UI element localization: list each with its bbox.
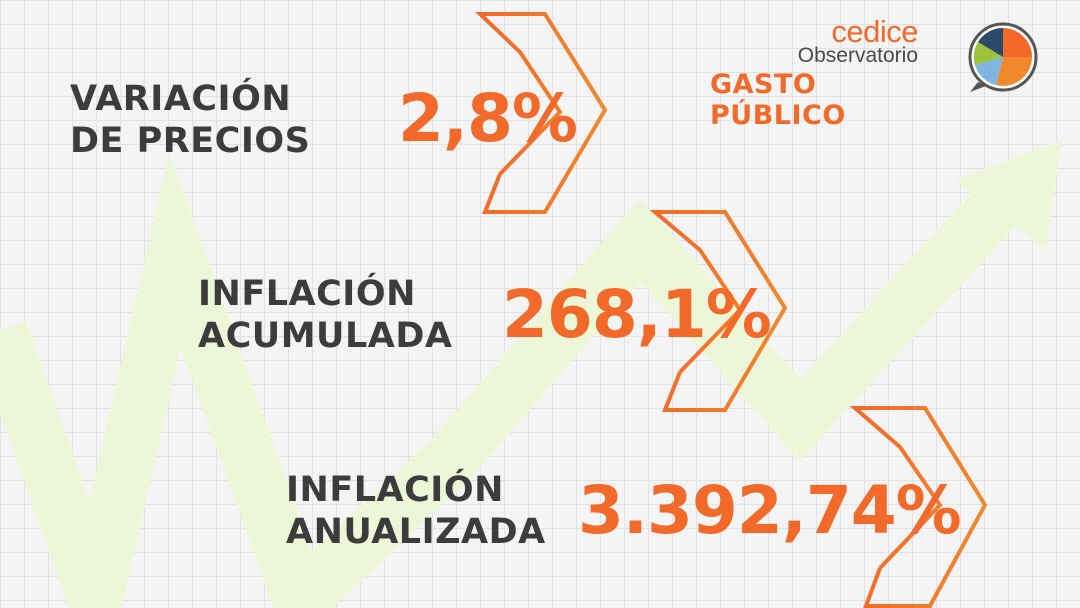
label-variacion-precios: VARIACIÓN DE PRECIOS bbox=[70, 78, 310, 162]
arrow-3 bbox=[284, 406, 988, 608]
value-inflacion-acumulada: 268,1% bbox=[502, 276, 772, 353]
label-line-1: VARIACIÓN bbox=[70, 79, 292, 119]
label-line-1: INFLACIÓN bbox=[198, 274, 416, 314]
value-variacion-precios: 2,8% bbox=[398, 80, 578, 157]
label-inflacion-acumulada: INFLACIÓN ACUMULADA bbox=[198, 273, 452, 357]
label-line-2: ACUMULADA bbox=[198, 316, 453, 356]
value-inflacion-anualizada: 3.392,74% bbox=[578, 472, 962, 549]
label-line-2: DE PRECIOS bbox=[70, 121, 311, 161]
cedice-logo: cedice Observatorio GASTO PÚBLICO bbox=[710, 14, 1040, 131]
label-line-2: ANUALIZADA bbox=[286, 512, 546, 552]
logo-title: GASTO PÚBLICO bbox=[710, 69, 846, 131]
logo-brand: cedice bbox=[831, 14, 918, 49]
arrow-2 bbox=[196, 210, 788, 412]
label-line-1: INFLACIÓN bbox=[286, 470, 504, 510]
pie-chart-icon bbox=[968, 22, 1038, 92]
arrow-1 bbox=[68, 12, 608, 214]
logo-subtitle: Observatorio bbox=[797, 44, 918, 67]
label-inflacion-anualizada: INFLACIÓN ANUALIZADA bbox=[286, 469, 546, 553]
